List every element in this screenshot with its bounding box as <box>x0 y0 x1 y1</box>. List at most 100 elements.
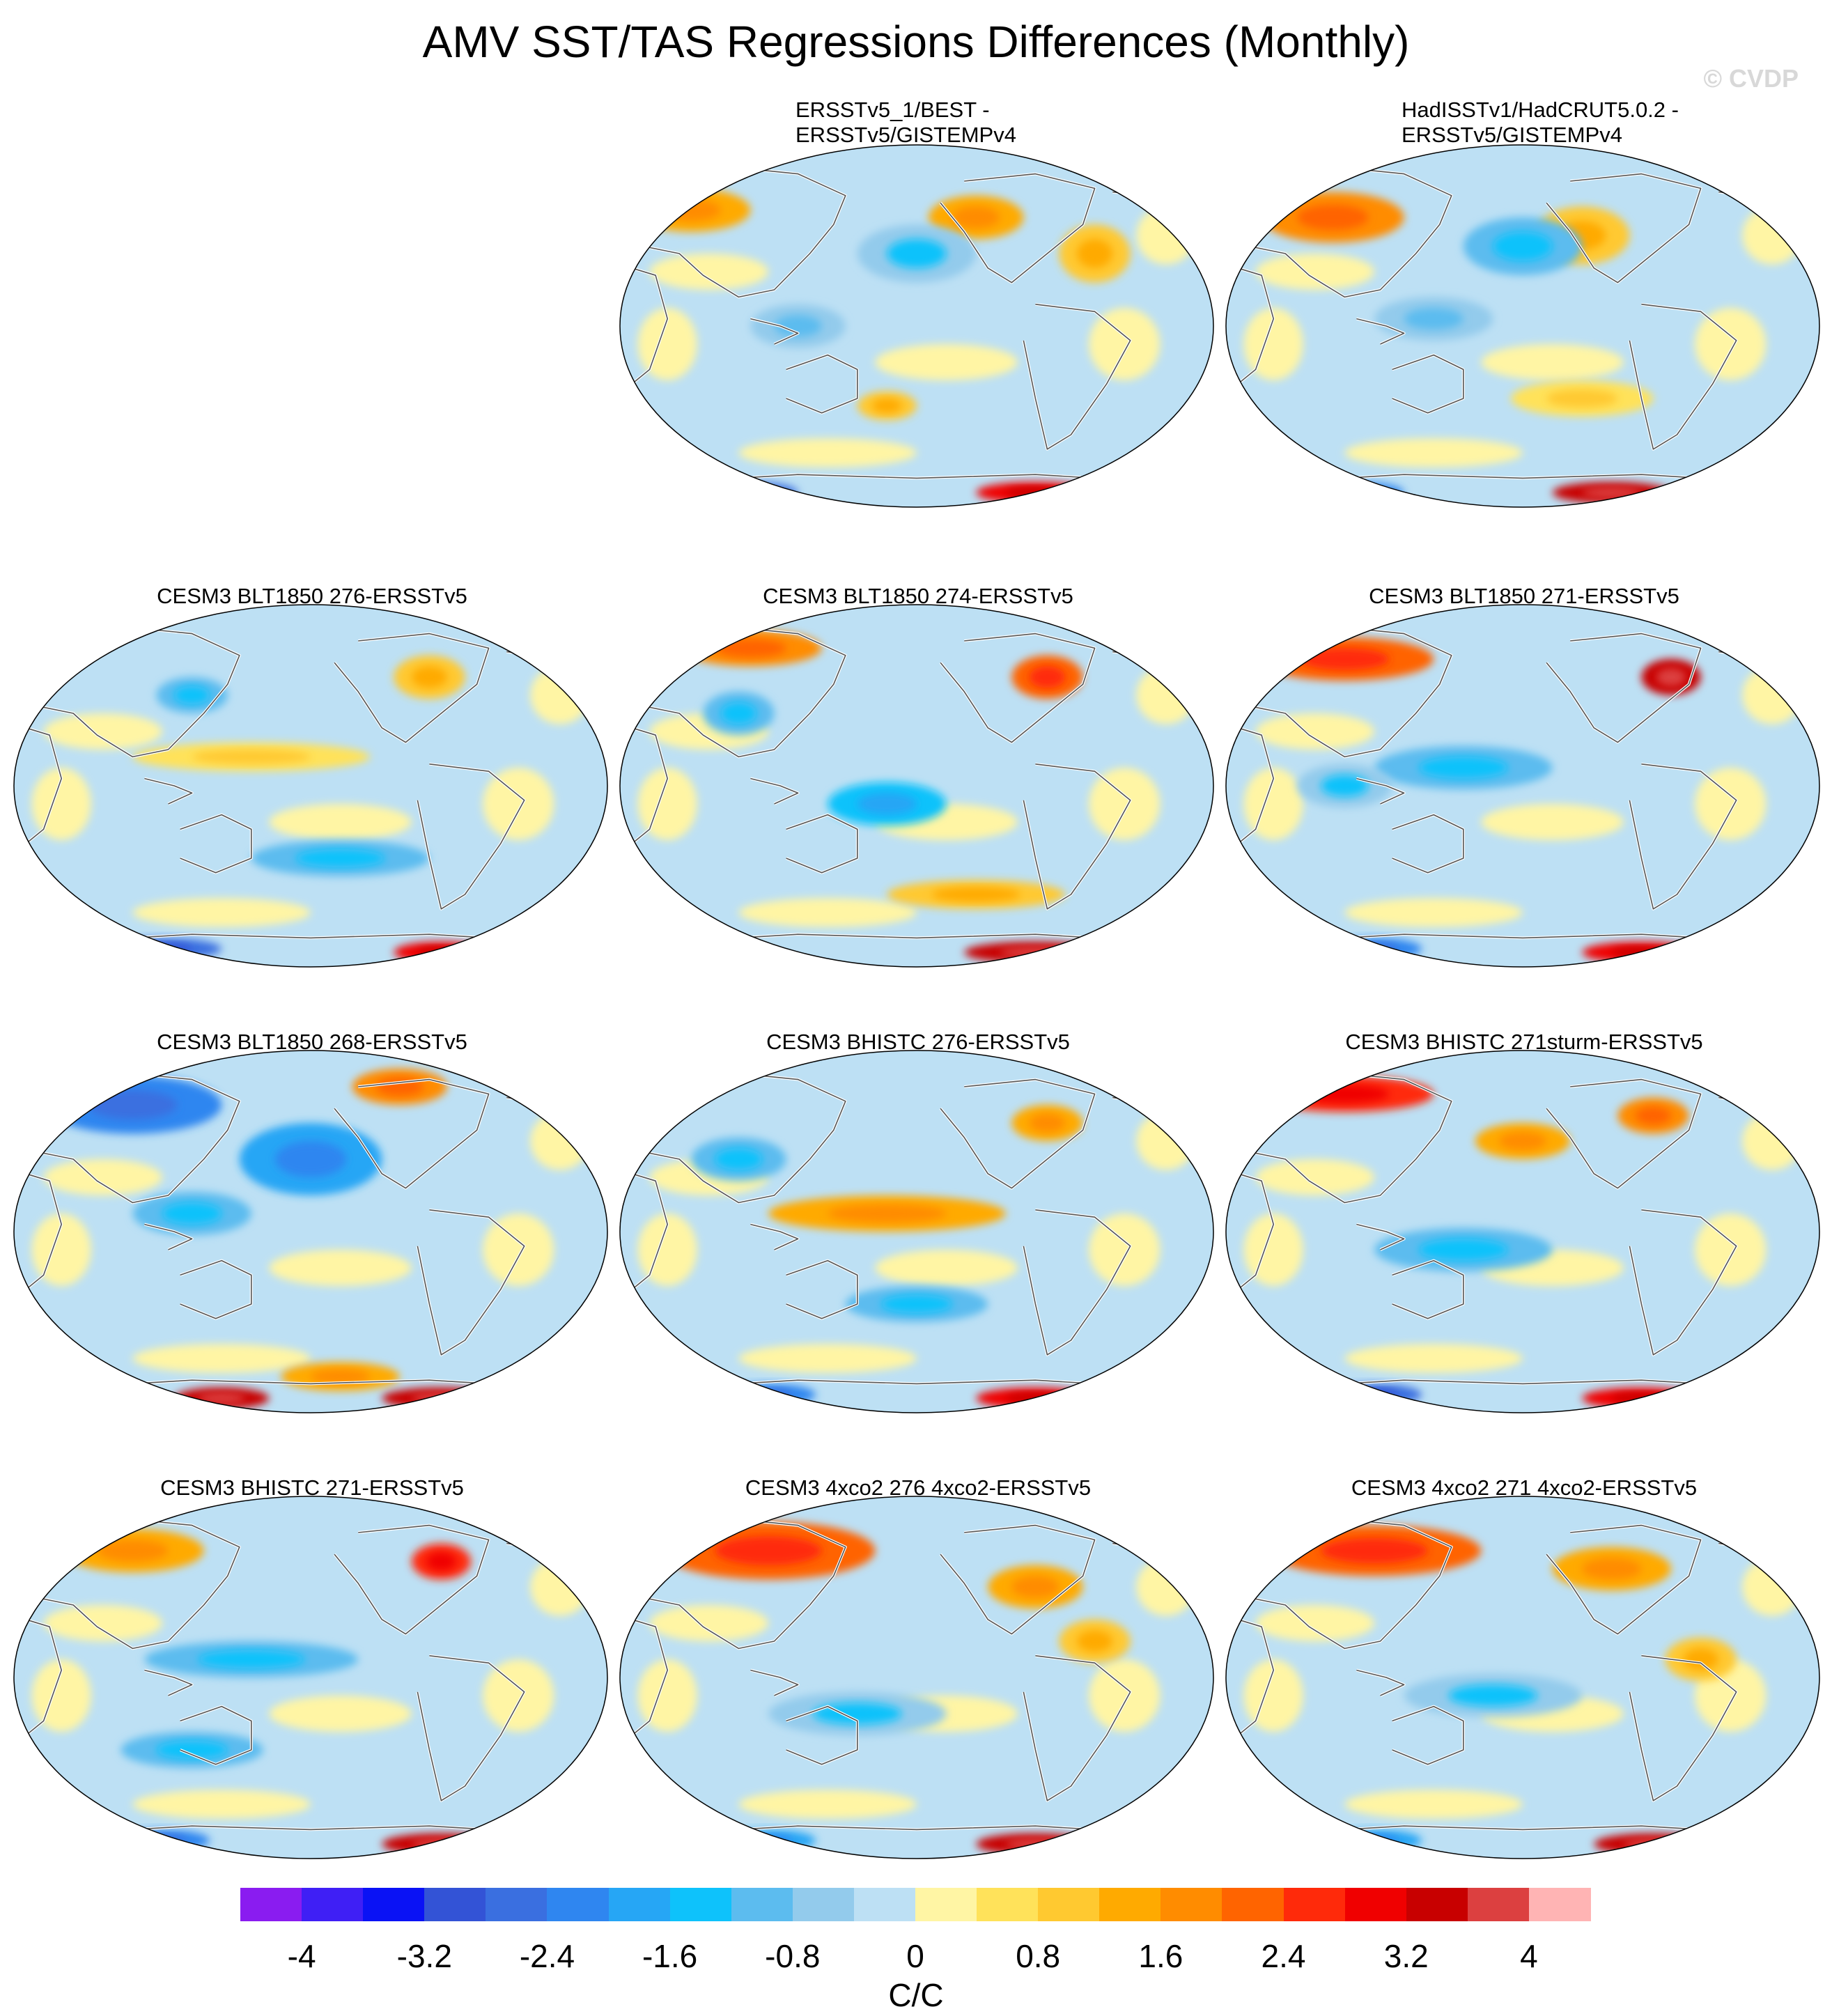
map-border <box>619 1496 1214 1859</box>
near-zero-region <box>1344 1344 1523 1373</box>
anomaly-core <box>156 1741 228 1759</box>
map-border <box>1225 1050 1820 1413</box>
colorbar-swatch <box>424 1888 486 1921</box>
near-zero-region <box>269 1696 412 1732</box>
near-zero-region <box>530 1112 590 1170</box>
panel-title-line: CESM3 4xco2 276 4xco2-ERSSTv5 <box>745 1475 1092 1500</box>
regression-map <box>13 604 608 968</box>
anomaly-core <box>138 1835 187 1846</box>
coastline <box>144 1669 193 1696</box>
near-zero-region <box>1344 898 1523 927</box>
near-zero-region <box>1344 1790 1523 1819</box>
anomaly-core <box>931 887 1021 902</box>
panel-title-line: CESM3 BHISTC 276-ERSSTv5 <box>766 1030 1070 1054</box>
anomaly-region <box>382 1833 501 1855</box>
coastline <box>1356 1223 1405 1250</box>
colorbar-tick-label: 3.2 <box>1383 1938 1429 1974</box>
coastline <box>750 1223 799 1250</box>
near-zero-region <box>269 1250 412 1286</box>
map-panel-p6: CESM3 BLT1850 268-ERSSTv5 <box>13 1003 612 1449</box>
anomaly-region <box>1326 1829 1422 1852</box>
near-zero-region <box>1481 344 1624 380</box>
coastline <box>1546 1078 1702 1189</box>
coastline <box>1023 1209 1131 1356</box>
map-border <box>1225 604 1820 968</box>
map-border <box>619 1050 1214 1413</box>
panel-title-line: HadISSTv1/HadCRUT5.0.2 - <box>1402 98 1679 122</box>
near-zero-region <box>1255 1605 1374 1641</box>
coastline <box>750 1669 799 1696</box>
coastline <box>940 173 1096 284</box>
near-zero-region <box>649 1605 768 1641</box>
coastline <box>73 1825 548 1834</box>
coastline <box>679 474 1154 483</box>
anomaly-core <box>295 849 385 867</box>
coastline <box>1285 933 1760 943</box>
anomaly-core <box>1418 1239 1508 1261</box>
anomaly-core <box>715 1536 822 1565</box>
colorbar-tick-label: -1.6 <box>642 1938 698 1974</box>
coastline <box>750 318 799 345</box>
anomaly-core <box>715 1148 763 1170</box>
anomaly-core <box>774 315 822 337</box>
near-zero-region <box>132 1790 311 1819</box>
near-zero-region <box>1695 768 1767 840</box>
regression-map <box>619 144 1214 508</box>
coastline <box>750 777 799 805</box>
colorbar-swatch <box>363 1888 425 1921</box>
colorbar-swatch <box>915 1888 977 1921</box>
coastline <box>334 1524 490 1635</box>
coastline <box>73 1379 548 1388</box>
near-zero-region <box>1742 1112 1802 1170</box>
near-zero-region <box>738 1790 917 1819</box>
anomaly-core <box>1005 487 1065 498</box>
coastline <box>643 1517 846 1650</box>
near-zero-region <box>1136 206 1196 265</box>
colorbar-swatch <box>1038 1888 1100 1921</box>
coastline <box>1629 304 1737 450</box>
coastline <box>679 1825 1154 1834</box>
colorbar-swatch <box>1160 1888 1223 1921</box>
map-panel-p8: CESM3 BHISTC 271sturm-ERSSTv5 <box>1225 1003 1824 1449</box>
map-panel-p4: CESM3 BLT1850 274-ERSSTv5 <box>619 557 1218 1003</box>
anomaly-core <box>1300 1085 1390 1103</box>
coastline <box>180 814 252 874</box>
coastline <box>144 777 193 805</box>
near-zero-region <box>1136 666 1196 724</box>
colorbar-tick-label: 0.8 <box>1016 1938 1061 1974</box>
anomaly-region <box>394 941 489 963</box>
anomaly-region <box>720 1383 816 1406</box>
coastline <box>643 1071 846 1204</box>
near-zero-region <box>1481 804 1624 840</box>
colorbar-swatch <box>853 1888 916 1921</box>
anomaly-core <box>715 639 786 658</box>
panel-title: CESM3 4xco2 271 4xco2-ERSSTv5 <box>1225 1475 1824 1501</box>
panel-title-line: CESM3 BHISTC 271-ERSSTv5 <box>160 1475 464 1500</box>
anomaly-core <box>1418 757 1508 779</box>
map-panel-p3: CESM3 BLT1850 276-ERSSTv5 <box>13 557 612 1003</box>
anomaly-core <box>1546 389 1618 408</box>
near-zero-region <box>483 768 554 840</box>
coastline <box>679 1379 1154 1388</box>
anomaly-core <box>1333 487 1381 498</box>
panel-title-line: CESM3 BLT1850 276-ERSSTv5 <box>157 584 467 608</box>
coastline <box>37 1071 240 1204</box>
panel-title: ERSSTv5_1/BEST - ERSSTv5/GISTEMPv4 <box>619 98 1218 148</box>
regression-map <box>1225 144 1820 508</box>
near-zero-region <box>1089 1214 1160 1286</box>
colorbar <box>240 1888 1591 1921</box>
coastline <box>1249 166 1452 298</box>
coastline <box>1237 727 1274 844</box>
coastline <box>25 1619 62 1736</box>
panel-title-line: CESM3 BLT1850 268-ERSSTv5 <box>157 1030 467 1054</box>
colorbar-tick-label: 2.4 <box>1261 1938 1306 1974</box>
near-zero-region <box>1344 438 1523 467</box>
regression-map <box>1225 604 1820 968</box>
coastline <box>1237 267 1274 385</box>
coastline <box>417 1209 525 1356</box>
coastline <box>37 626 240 758</box>
coastline <box>334 1078 490 1189</box>
coastline <box>1237 1619 1274 1736</box>
anomaly-core <box>1611 1393 1671 1404</box>
